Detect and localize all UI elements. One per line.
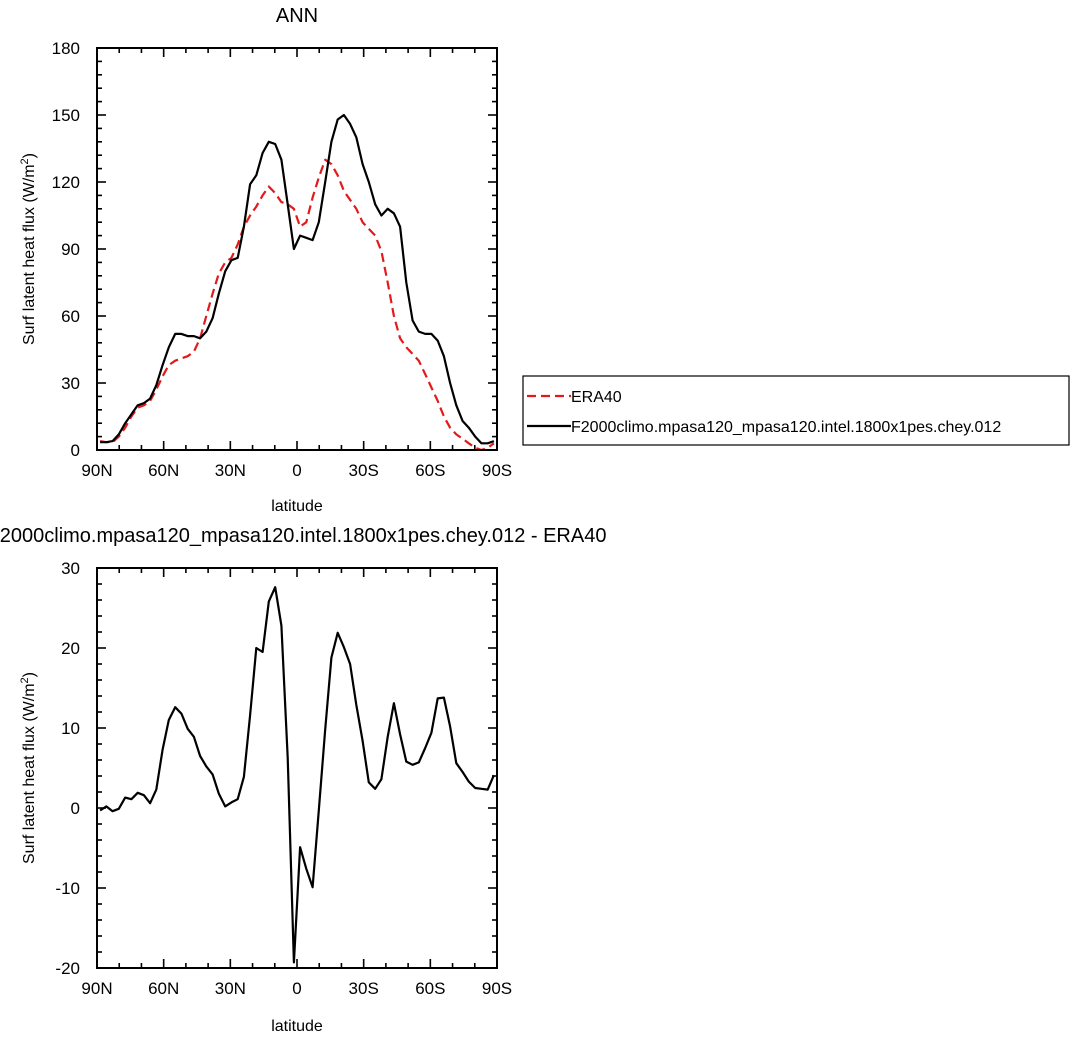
x-tick-label: 60N: [148, 979, 179, 998]
y-tick-label: 90: [61, 240, 80, 259]
y-axis-label-text: Surf latent heat flux (W/m: [21, 164, 38, 345]
y-tick-label: 30: [61, 374, 80, 393]
y-tick-label: -10: [55, 879, 80, 898]
y-tick-label: 120: [52, 173, 80, 192]
y-tick-label: 0: [71, 441, 80, 460]
x-tick-label: 90S: [482, 979, 512, 998]
legend-label: F2000climo.mpasa120_mpasa120.intel.1800x…: [571, 419, 1001, 436]
x-tick-label: 90N: [81, 461, 112, 480]
legend: ERA40 F2000climo.mpasa120_mpasa120.intel.…: [522, 375, 1070, 446]
series-line-era40: [99, 158, 495, 452]
chart-panel-1: ANN 90N 60N 30N 0 30S 60S 90S 0 30 60 90 120 150 180 la…: [19, 5, 1070, 515]
x-axis-label: latitude: [271, 498, 323, 515]
y-axis-label: Surf latent heat flux (W/m2): [19, 153, 38, 345]
y-tick-label: 150: [52, 106, 80, 125]
x-tick-label: 90N: [81, 979, 112, 998]
x-tick-label: 30N: [215, 461, 246, 480]
y-axis-label-superscript: 2: [19, 677, 31, 683]
y-tick-label: 30: [61, 559, 80, 578]
legend-label: ERA40: [571, 389, 622, 406]
y-tick-label: -20: [55, 959, 80, 978]
series-line-model: [100, 113, 495, 445]
chart-panel-2: F2000climo.mpasa120_mpasa120.intel.1800x…: [0, 525, 606, 1035]
chart-title: ANN: [276, 5, 318, 27]
y-axis-label-text: Surf latent heat flux (W/m: [21, 683, 38, 864]
y-tick-label: 180: [52, 39, 80, 58]
x-tick-label: 0: [292, 979, 301, 998]
y-tick-label: 0: [71, 799, 80, 818]
y-axis-label-close: ): [21, 672, 38, 677]
chart-title: F2000climo.mpasa120_mpasa120.intel.1800x…: [0, 525, 606, 547]
y-axis-label: Surf latent heat flux (W/m2): [19, 672, 38, 864]
x-tick-label: 60S: [415, 461, 445, 480]
y-axis-label-superscript: 2: [19, 158, 31, 164]
x-tick-label: 30S: [349, 461, 379, 480]
y-tick-label: 10: [61, 719, 80, 738]
y-tick-label: 20: [61, 639, 80, 658]
x-tick-label: 30S: [349, 979, 379, 998]
x-axis-label: latitude: [271, 1018, 323, 1035]
y-tick-label: 60: [61, 307, 80, 326]
x-tick-label: 0: [292, 461, 301, 480]
x-tick-label: 60S: [415, 979, 445, 998]
series-line-difference: [99, 586, 495, 964]
legend-box: [522, 375, 1070, 446]
y-axis-label-close: ): [21, 153, 38, 158]
x-tick-label: 30N: [215, 979, 246, 998]
x-tick-label: 60N: [148, 461, 179, 480]
x-tick-label: 90S: [482, 461, 512, 480]
